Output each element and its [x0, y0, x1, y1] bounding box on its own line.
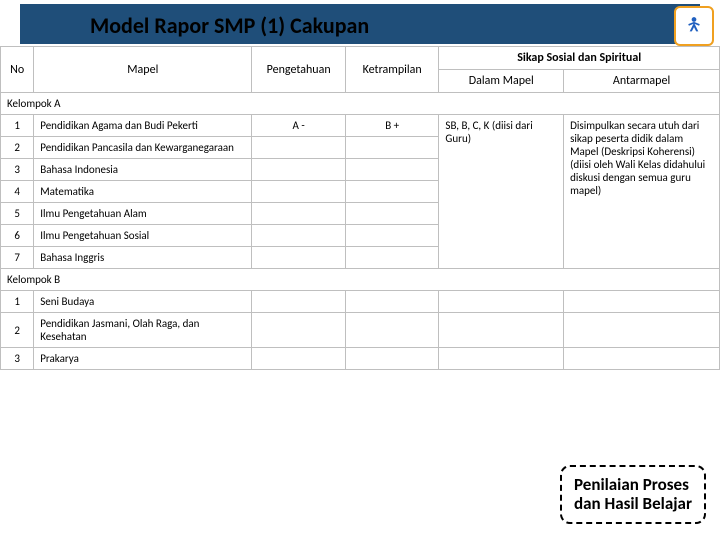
cell-dalam-mapel: SB, B, C, K (diisi dari Guru) [439, 115, 564, 269]
curriculum-logo [674, 6, 714, 46]
cell-no: 4 [1, 181, 34, 203]
header-mapel: Mapel [34, 47, 252, 93]
cell-empty [439, 313, 564, 348]
cell-no: 2 [1, 137, 34, 159]
cell-ketrampilan [345, 159, 439, 181]
title-bar: Model Rapor SMP (1) Cakupan [0, 4, 720, 44]
cell-empty [345, 348, 439, 370]
cell-empty [564, 291, 720, 313]
cell-pengetahuan [252, 137, 346, 159]
cell-no: 5 [1, 203, 34, 225]
cell-no: 1 [1, 115, 34, 137]
cell-mapel: Pendidikan Agama dan Budi Pekerti [34, 115, 252, 137]
cell-empty [252, 313, 346, 348]
cell-antarmapel: Disimpulkan secara utuh dari sikap peser… [564, 115, 720, 269]
table-row: 1Seni Budaya [1, 291, 720, 313]
cell-empty [252, 348, 346, 370]
cell-ketrampilan [345, 225, 439, 247]
callout-line1: Penilaian Proses [574, 474, 689, 495]
header-no: No [1, 47, 34, 93]
cell-no: 7 [1, 247, 34, 269]
header-pengetahuan: Pengetahuan [252, 47, 346, 93]
cell-mapel: Pendidikan Pancasila dan Kewarganegaraan [34, 137, 252, 159]
cell-ketrampilan [345, 247, 439, 269]
cell-pengetahuan [252, 181, 346, 203]
table-row: 3Prakarya [1, 348, 720, 370]
cell-empty [564, 348, 720, 370]
cell-empty [345, 313, 439, 348]
assessment-callout: Penilaian Proses dan Hasil Belajar [560, 465, 706, 524]
report-table: No Mapel Pengetahuan Ketrampilan Sikap S… [0, 46, 720, 370]
cell-empty [345, 291, 439, 313]
header-antar: Antarmapel [564, 70, 720, 93]
cell-no: 2 [1, 313, 34, 348]
callout-line2: dan Hasil Belajar [574, 493, 692, 514]
cell-pengetahuan [252, 247, 346, 269]
cell-mapel: Bahasa Indonesia [34, 159, 252, 181]
cell-ketrampilan: B + [345, 115, 439, 137]
group-row: Kelompok B [1, 269, 720, 291]
cell-no: 6 [1, 225, 34, 247]
cell-mapel: Ilmu Pengetahuan Alam [34, 203, 252, 225]
cell-no: 1 [1, 291, 34, 313]
cell-ketrampilan [345, 181, 439, 203]
table-row: 1Pendidikan Agama dan Budi PekertiA -B +… [1, 115, 720, 137]
cell-no: 3 [1, 348, 34, 370]
cell-pengetahuan: A - [252, 115, 346, 137]
cell-mapel: Bahasa Inggris [34, 247, 252, 269]
header-ketrampilan: Ketrampilan [345, 47, 439, 93]
table-row: 2Pendidikan Jasmani, Olah Raga, dan Kese… [1, 313, 720, 348]
cell-pengetahuan [252, 203, 346, 225]
cell-mapel: Pendidikan Jasmani, Olah Raga, dan Keseh… [34, 313, 252, 348]
cell-ketrampilan [345, 137, 439, 159]
cell-ketrampilan [345, 203, 439, 225]
cell-empty [439, 291, 564, 313]
cell-empty [252, 291, 346, 313]
page-title: Model Rapor SMP (1) Cakupan [90, 12, 369, 39]
header-sikap: Sikap Sosial dan Spiritual [439, 47, 720, 70]
header-dalam: Dalam Mapel [439, 70, 564, 93]
cell-mapel: Matematika [34, 181, 252, 203]
cell-mapel: Prakarya [34, 348, 252, 370]
cell-mapel: Seni Budaya [34, 291, 252, 313]
cell-empty [439, 348, 564, 370]
cell-no: 3 [1, 159, 34, 181]
group-row: Kelompok A [1, 93, 720, 115]
cell-empty [564, 313, 720, 348]
cell-pengetahuan [252, 159, 346, 181]
cell-mapel: Ilmu Pengetahuan Sosial [34, 225, 252, 247]
cell-pengetahuan [252, 225, 346, 247]
